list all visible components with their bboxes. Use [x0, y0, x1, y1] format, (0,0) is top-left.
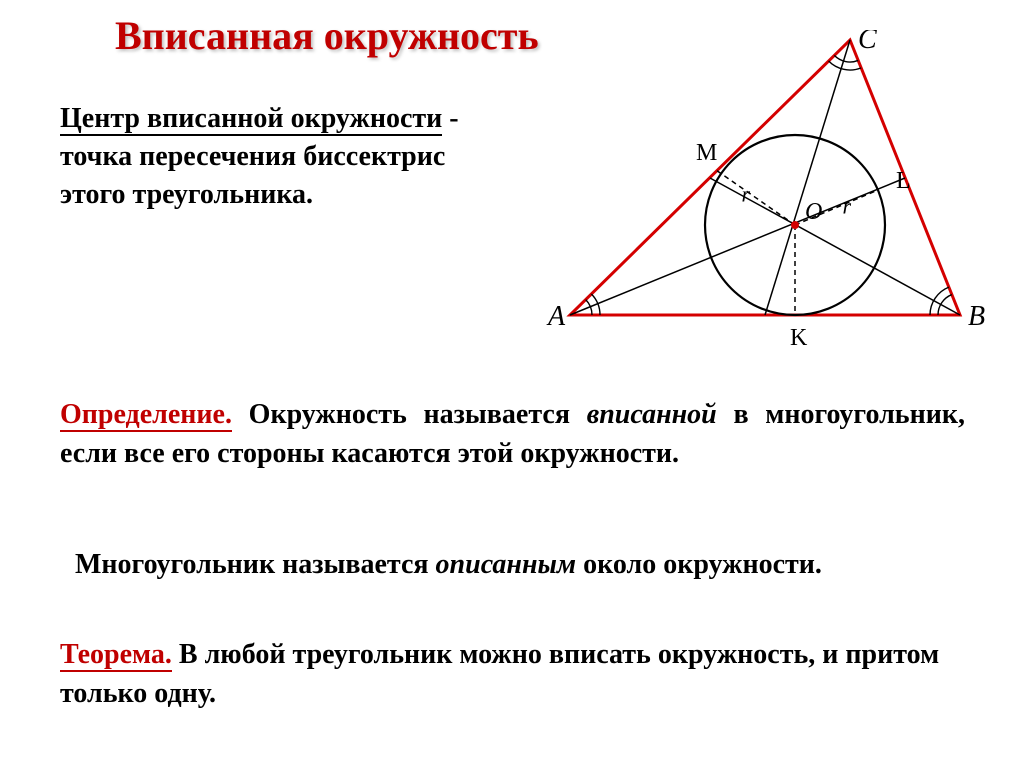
definition-label: Определение. — [60, 399, 232, 432]
theorem-label: Теорема. — [60, 639, 172, 672]
inscribed-circle-diagram: A B C O M L K r r — [530, 30, 1010, 380]
center-definition: Центр вписанной окружности - точка перес… — [60, 100, 500, 213]
svg-text:B: B — [968, 301, 985, 332]
svg-text:C: C — [858, 30, 877, 55]
theorem-text: В любой треугольник можно вписать окружн… — [60, 639, 939, 709]
svg-text:O: O — [805, 199, 822, 225]
definition-keyword: вписанной — [587, 399, 717, 430]
definition-block: Определение. Окружность называется вписа… — [60, 395, 965, 473]
svg-text:M: M — [696, 140, 717, 166]
svg-text:K: K — [790, 325, 808, 351]
polygon-keyword: описанным — [436, 549, 577, 580]
svg-text:r: r — [843, 194, 852, 219]
polygon-statement: Многоугольник называется описанным около… — [75, 545, 970, 584]
svg-text:L: L — [896, 168, 911, 194]
definition-before: Окружность называется — [232, 399, 587, 430]
theorem-block: Теорема. В любой треугольник можно вписа… — [60, 635, 965, 713]
center-underlined: Центр вписанной окружности — [60, 103, 442, 136]
svg-text:r: r — [742, 182, 751, 207]
polygon-before: Многоугольник называется — [75, 549, 436, 580]
polygon-after: около окружности. — [576, 549, 822, 580]
page-title: Вписанная окружность — [115, 12, 539, 59]
svg-text:A: A — [546, 301, 566, 332]
